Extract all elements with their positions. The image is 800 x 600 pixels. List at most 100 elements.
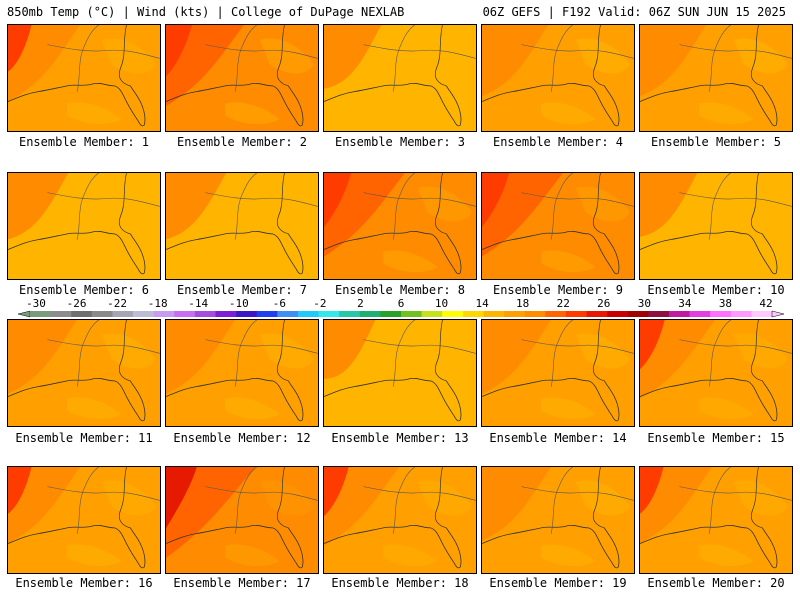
colorbar-tick-label: 18 (516, 297, 529, 310)
colorbar-swatch (627, 311, 649, 317)
member-label-4: Ensemble Member: 4 (492, 135, 624, 149)
member-label-13: Ensemble Member: 13 (331, 431, 469, 445)
colorbar-swatch (751, 311, 773, 317)
colorbar-tick-label: 38 (719, 297, 732, 310)
colorbar-swatch (297, 311, 319, 317)
ensemble-map-2 (165, 24, 319, 132)
colorbar-swatch (30, 311, 51, 317)
member-label-12: Ensemble Member: 12 (173, 431, 311, 445)
colorbar-tick-label: 30 (638, 297, 651, 310)
member-label-15: Ensemble Member: 15 (647, 431, 785, 445)
ensemble-map-7 (165, 172, 319, 280)
colorbar-swatch (648, 311, 670, 317)
colorbar-tick-label: -2 (313, 297, 326, 310)
member-label-8: Ensemble Member: 8 (334, 283, 466, 297)
colorbar-tick-label: 14 (475, 297, 489, 310)
member-label-7: Ensemble Member: 7 (176, 283, 308, 297)
colorbar-swatch (524, 311, 546, 317)
colorbar-swatch (462, 311, 484, 317)
colorbar-swatch (607, 311, 629, 317)
colorbar-swatch (174, 311, 196, 317)
colorbar-swatch (483, 311, 505, 317)
member-label-3: Ensemble Member: 3 (334, 135, 466, 149)
colorbar-swatch (380, 311, 402, 317)
colorbar-max-arrow (771, 310, 785, 318)
ensemble-map-8 (323, 172, 477, 280)
colorbar-min-arrow (17, 310, 31, 318)
member-label-16: Ensemble Member: 16 (15, 576, 153, 590)
colorbar-swatch (112, 311, 134, 317)
ensemble-map-6 (7, 172, 161, 280)
colorbar-swatch (586, 311, 608, 317)
colorbar-swatch (194, 311, 216, 317)
ensemble-map-20 (639, 466, 793, 574)
chart-title: 850mb Temp (°C) | Wind (kts) | College o… (7, 5, 405, 19)
colorbar-tick-label: 42 (759, 297, 772, 310)
member-label-10: Ensemble Member: 10 (647, 283, 785, 297)
colorbar-tick-label: 2 (357, 297, 364, 310)
colorbar-swatch (277, 311, 299, 317)
colorbar-swatch (504, 311, 525, 317)
colorbar-tick-label: 26 (597, 297, 610, 310)
colorbar-tick-label: -14 (188, 297, 208, 310)
valid-time: 06Z GEFS | F192 Valid: 06Z SUN JUN 15 20… (482, 5, 786, 19)
ensemble-map-9 (481, 172, 635, 280)
colorbar-swatch (133, 311, 154, 317)
colorbar-swatch (236, 311, 258, 317)
colorbar-tick-label: 22 (557, 297, 570, 310)
color-scale: -30 -26 -22 -18 -14 -10 -6 -2 2 6 10 14 18 22 26 30 34 38… (17, 297, 785, 318)
member-label-9: Ensemble Member: 9 (492, 283, 624, 297)
colorbar-swatch (710, 311, 732, 317)
colorbar-swatch (565, 311, 587, 317)
colorbar-swatch (730, 311, 752, 317)
colorbar-swatch (668, 311, 690, 317)
colorbar-swatch (545, 311, 567, 317)
colorbar-swatch (401, 311, 422, 317)
member-label-19: Ensemble Member: 19 (489, 576, 627, 590)
colorbar-swatch (91, 311, 113, 317)
member-label-11: Ensemble Member: 11 (15, 431, 153, 445)
colorbar-tick-label: -22 (107, 297, 127, 310)
member-label-2: Ensemble Member: 2 (176, 135, 308, 149)
ensemble-map-1 (7, 24, 161, 132)
colorbar-tick-label: -10 (229, 297, 249, 310)
colorbar-swatch (71, 311, 93, 317)
colorbar-swatch (359, 311, 381, 317)
colorbar-swatch (318, 311, 340, 317)
member-label-17: Ensemble Member: 17 (173, 576, 311, 590)
colorbar-swatch (256, 311, 278, 317)
member-label-5: Ensemble Member: 5 (650, 135, 782, 149)
colorbar-swatch (442, 311, 464, 317)
ensemble-map-11 (7, 319, 161, 427)
ensemble-map-18 (323, 466, 477, 574)
colorbar-swatch (689, 311, 711, 317)
ensemble-map-3 (323, 24, 477, 132)
ensemble-map-4 (481, 24, 635, 132)
ensemble-map-19 (481, 466, 635, 574)
colorbar-swatch (215, 311, 237, 317)
ensemble-map-13 (323, 319, 477, 427)
ensemble-map-16 (7, 466, 161, 574)
colorbar-tick-label: 34 (678, 297, 692, 310)
colorbar-swatch (153, 311, 175, 317)
ensemble-map-5 (639, 24, 793, 132)
member-label-1: Ensemble Member: 1 (18, 135, 150, 149)
ensemble-map-17 (165, 466, 319, 574)
colorbar-swatch (339, 311, 361, 317)
colorbar-tick-label: -6 (273, 297, 286, 310)
ensemble-map-12 (165, 319, 319, 427)
colorbar-swatch (50, 311, 72, 317)
member-label-20: Ensemble Member: 20 (647, 576, 785, 590)
ensemble-map-15 (639, 319, 793, 427)
ensemble-map-10 (639, 172, 793, 280)
member-label-14: Ensemble Member: 14 (489, 431, 627, 445)
colorbar-tick-label: -26 (67, 297, 87, 310)
member-label-6: Ensemble Member: 6 (18, 283, 150, 297)
colorbar-tick-label: -18 (148, 297, 168, 310)
ensemble-map-14 (481, 319, 635, 427)
member-label-18: Ensemble Member: 18 (331, 576, 469, 590)
colorbar-tick-label: -30 (26, 297, 46, 310)
colorbar-swatch (421, 311, 443, 317)
colorbar-tick-label: 10 (435, 297, 448, 310)
colorbar-tick-label: 6 (398, 297, 405, 310)
